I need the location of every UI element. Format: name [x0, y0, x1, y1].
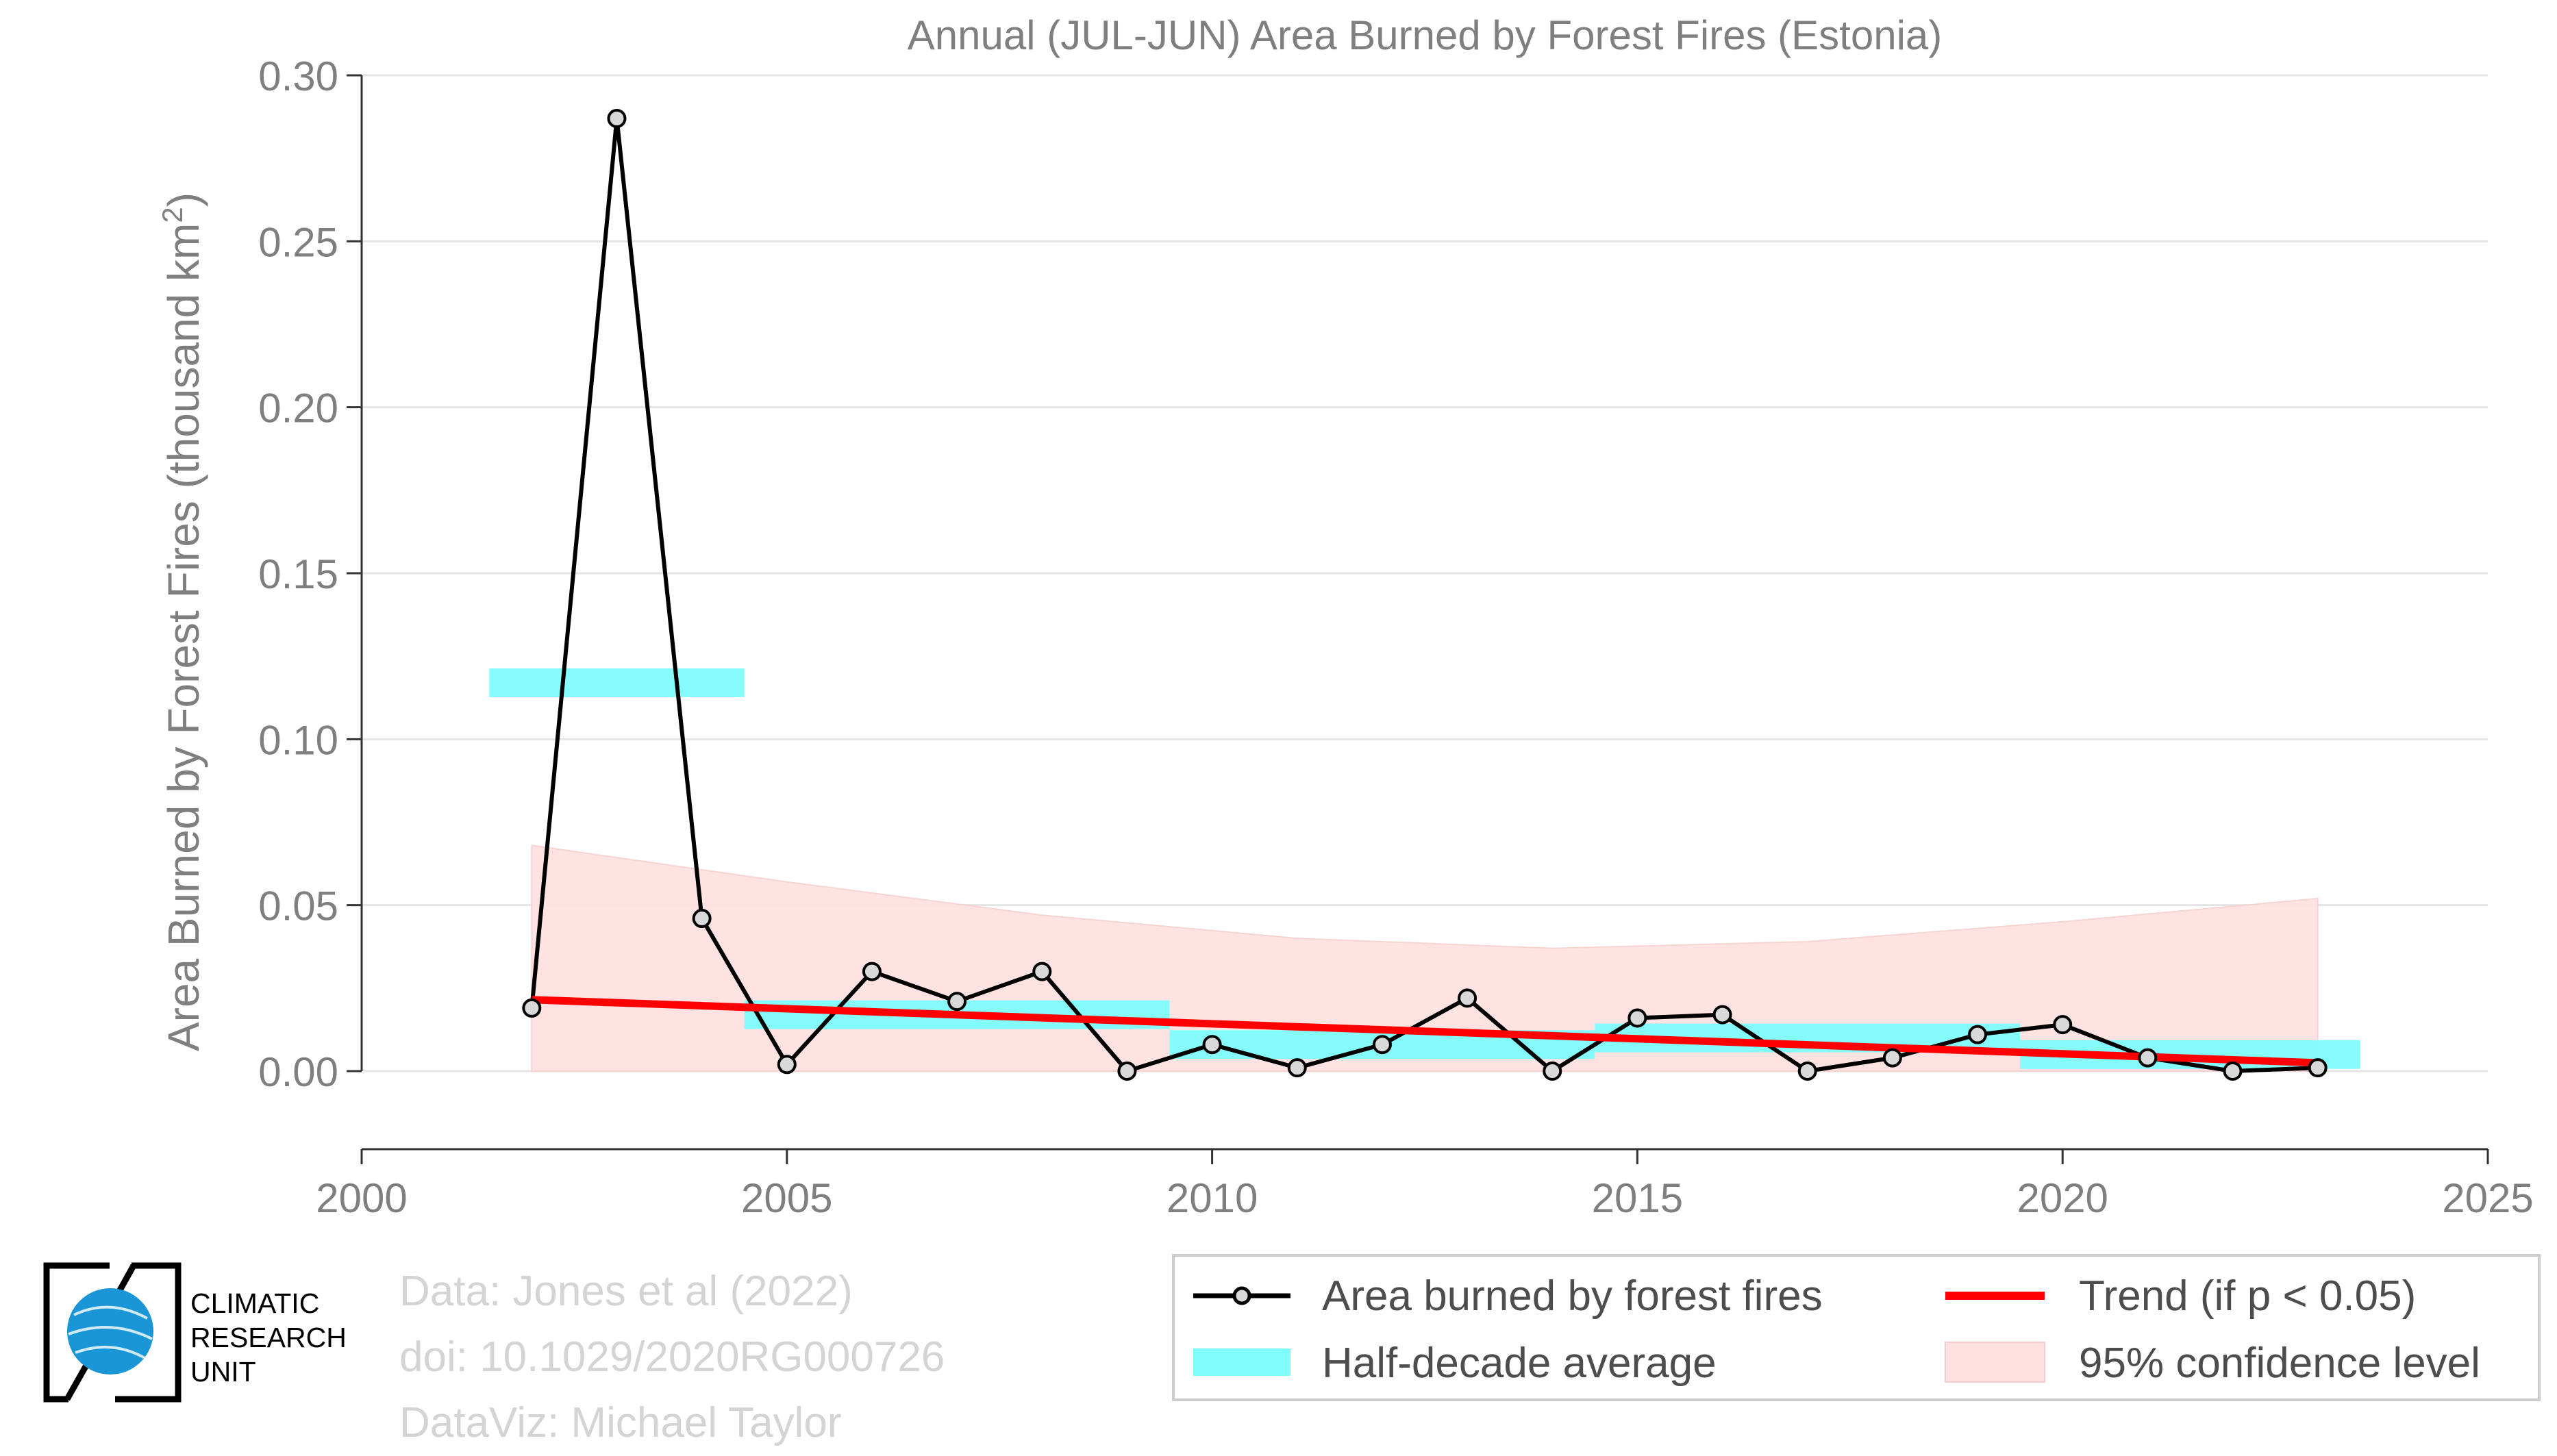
chart-title: Annual (JUL-JUN) Area Burned by Forest F…: [908, 12, 1943, 58]
legend-box: [1172, 1254, 2541, 1401]
data-point: [1712, 1005, 1732, 1025]
data-point: [2138, 1048, 2158, 1068]
x-axis: 2000 2005 2010 2015 2020 2025: [316, 1148, 2534, 1221]
series-line: [529, 116, 2318, 1073]
data-point: [1372, 1035, 1392, 1055]
trend-line: [532, 996, 2318, 1067]
x-tick-label: 2000: [316, 1175, 407, 1221]
data-point: [522, 998, 542, 1018]
logo-text-line3: UNIT: [190, 1356, 256, 1388]
data-point: [862, 962, 882, 981]
data-point: [1968, 1025, 1988, 1044]
data-point: [777, 1055, 797, 1075]
logo-text-line2: RESEARCH: [190, 1322, 347, 1353]
legend-label-half-decade: Half-decade average: [1322, 1340, 1717, 1387]
cru-logo: CLIMATIC RESEARCH UNIT: [43, 1262, 347, 1403]
x-tick-label: 2010: [1167, 1175, 1258, 1221]
y-axis-label-sup: 2: [156, 207, 188, 223]
y-tick-label: 0.20: [258, 386, 338, 431]
logo-text-line1: CLIMATIC: [190, 1288, 319, 1319]
data-point: [692, 909, 712, 929]
data-point: [1032, 962, 1052, 981]
legend-key-half-decade: [1193, 1348, 1290, 1376]
data-point: [1202, 1035, 1222, 1055]
x-tick-label: 2025: [2442, 1175, 2533, 1221]
y-axis-ticks: 0.00 0.05 0.10 0.15 0.20 0.25 0.30: [258, 53, 363, 1095]
series-layer: [529, 116, 2318, 1073]
y-axis-label-main: Area Burned by Forest Fires (thousand km: [159, 223, 208, 1051]
y-tick-label: 0.15: [258, 551, 338, 597]
trend-layer: [522, 109, 2328, 1081]
data-point: [1287, 1058, 1307, 1078]
legend-key-confidence: [1945, 1342, 2045, 1383]
data-point: [1117, 1062, 1137, 1081]
data-point: [2223, 1062, 2243, 1081]
y-tick-label: 0.30: [258, 53, 338, 99]
data-point: [2308, 1058, 2328, 1078]
data-point: [1627, 1008, 1647, 1028]
x-tick-label: 2005: [741, 1175, 832, 1221]
data-point: [1543, 1062, 1562, 1081]
data-point: [2053, 1015, 2073, 1035]
y-tick-label: 0.00: [258, 1049, 338, 1095]
data-point: [1797, 1062, 1817, 1081]
credit-doi: doi: 10.1029/2020RG000726: [399, 1333, 945, 1381]
legend-label-trend: Trend (if p < 0.05): [2079, 1272, 2416, 1320]
y-tick-label: 0.25: [258, 219, 338, 265]
data-point: [607, 109, 627, 129]
legend-label-series: Area burned by forest fires: [1322, 1272, 1823, 1320]
data-point: [947, 992, 967, 1012]
legend: Area burned by forest fires Trend (if p …: [1172, 1254, 2541, 1401]
legend-label-confidence: 95% confidence level: [2079, 1340, 2480, 1387]
data-point: [1882, 1048, 1902, 1068]
y-tick-label: 0.10: [258, 717, 338, 763]
y-tick-label: 0.05: [258, 883, 338, 929]
legend-key-series-marker: [1232, 1286, 1251, 1305]
y-axis-label-end: ): [159, 192, 208, 207]
data-point: [1458, 988, 1477, 1008]
credits: Data: Jones et al (2022) doi: 10.1029/20…: [399, 1259, 945, 1456]
y-axis-label: Area Burned by Forest Fires (thousand km…: [156, 192, 208, 1051]
logo-frame-icon: [43, 1262, 182, 1403]
globe-swirl-icon: [68, 1305, 153, 1361]
half-decade-bar: [489, 668, 745, 697]
credit-dataviz: DataViz: Michael Taylor: [399, 1399, 842, 1446]
x-tick-label: 2020: [2017, 1175, 2108, 1221]
credit-data-source: Data: Jones et al (2022): [399, 1268, 853, 1315]
x-tick-label: 2015: [1592, 1175, 1683, 1221]
